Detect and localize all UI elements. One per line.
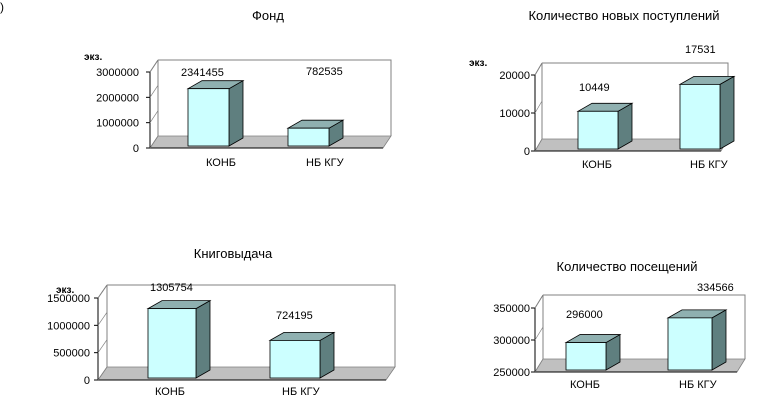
chart-1: 0 1000000 2000000 3000000 2341455 КОНБ 782535 Н… [84, 8, 392, 169]
wall-gridline [97, 366, 108, 381]
data-label: 17531 [685, 44, 716, 56]
bar-side [719, 75, 735, 150]
y-tick-label: 10000 [499, 108, 530, 120]
wall-gridline [534, 326, 544, 341]
y-tick-label: 0 [133, 143, 139, 155]
bar-side [228, 79, 244, 147]
x-tick-label: НБ КГУ [306, 157, 345, 169]
y-axis-label: экз. [56, 285, 74, 296]
wall-gridline [534, 358, 544, 373]
x-tick-label: КОНБ [570, 379, 600, 391]
wall-gridline [149, 85, 159, 98]
bar-2 [667, 317, 713, 371]
wall-gridline [97, 312, 108, 326]
back-wall-frame [158, 59, 392, 136]
bar-2 [287, 127, 330, 147]
chart-3: 0 500000 1000000 1500000 1305754 КОНБ 724195 НБ… [47, 246, 396, 395]
bar-2 [679, 83, 721, 150]
x-tick-label: НБ КГУ [282, 386, 321, 395]
x-tick-label: КОНБ [582, 159, 612, 171]
back-wall-frame [107, 284, 396, 367]
wall-gridline [534, 294, 544, 309]
data-label: 296000 [566, 309, 603, 321]
y-axis-label: экз. [84, 52, 102, 63]
bar-2 [269, 340, 321, 379]
corner-mark: ) [0, 0, 4, 14]
wall-gridline [534, 100, 543, 114]
x-tick-label: НБ КГУ [679, 379, 718, 391]
wall-gridline [534, 138, 543, 152]
chart-title: Книговыдача [194, 246, 273, 261]
y-tick-label: 2000000 [96, 92, 139, 104]
x-tick-label: НБ КГУ [690, 159, 729, 171]
data-label: 10449 [579, 82, 610, 94]
bar-side [711, 309, 727, 371]
wall-gridline [149, 110, 159, 123]
x-tick-label: КОНБ [206, 157, 236, 169]
back-wall-frame [543, 294, 746, 359]
wall-gridline [149, 59, 159, 73]
bar-side [195, 299, 211, 379]
chart-4: 250000 300000 350000 296000 КОНБ 334566 НБ КГУ… [493, 259, 746, 391]
data-label: 2341455 [181, 67, 224, 79]
data-label: 334566 [697, 282, 734, 294]
y-tick-label: 1500000 [47, 293, 90, 305]
data-label: 1305754 [150, 282, 193, 294]
wall-gridline [149, 135, 159, 149]
bar-1 [577, 110, 619, 150]
data-label: 782535 [306, 66, 343, 78]
bar-1 [187, 88, 230, 147]
y-tick-label: 1000000 [96, 118, 139, 130]
chart-2: 0 10000 20000 10449 КОНБ 17531 НБ КГУ Количеств… [469, 8, 736, 171]
y-tick-label: 1000000 [47, 320, 90, 332]
y-axis-label: экз. [469, 58, 487, 69]
wall-gridline [534, 62, 543, 76]
chart-title: Количество посещений [557, 259, 698, 274]
chart-title: Количество новых поступлений [528, 8, 719, 23]
data-label: 724195 [276, 310, 313, 322]
y-tick-label: 3000000 [96, 67, 139, 79]
chart-floor [97, 366, 396, 381]
y-tick-label: 250000 [493, 367, 530, 379]
wall-gridline [97, 284, 108, 299]
y-tick-label: 0 [84, 375, 90, 387]
y-tick-label: 350000 [493, 303, 530, 315]
chart-floor [149, 135, 392, 149]
y-tick-label: 300000 [493, 335, 530, 347]
bar-1 [147, 308, 197, 379]
wall-gridline [97, 339, 108, 353]
chart-title: Фонд [252, 8, 284, 23]
x-tick-label: КОНБ [155, 386, 185, 395]
y-tick-label: 0 [524, 146, 530, 158]
y-tick-label: 500000 [53, 348, 90, 360]
y-tick-label: 20000 [499, 70, 530, 82]
bar-1 [565, 342, 607, 371]
